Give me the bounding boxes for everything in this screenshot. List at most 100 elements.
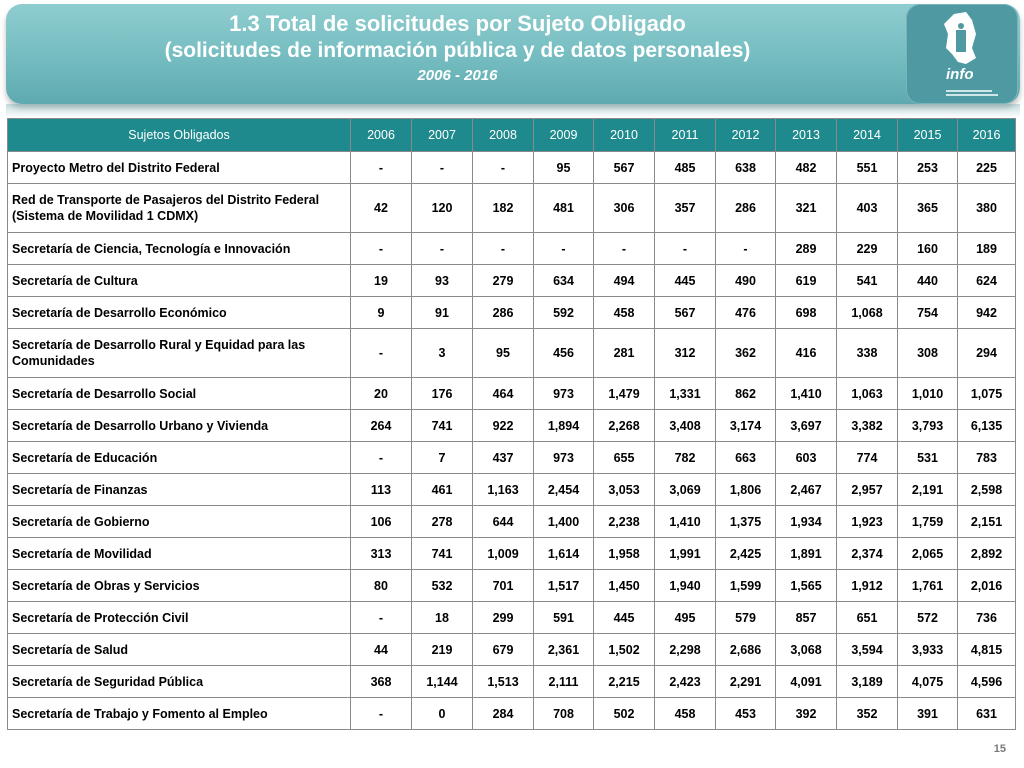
table-row: Secretaría de Cultura 19 93 279 634 494 445 490… (7, 264, 1016, 297)
table-cell: - (411, 232, 473, 265)
table-cell: 2,065 (897, 537, 958, 570)
table-cell: 357 (654, 183, 716, 233)
table-cell: 445 (654, 264, 716, 297)
table-cell: 782 (654, 441, 716, 474)
table-row: Secretaría de Movilidad 313 741 1,009 1,614 1… (7, 537, 1016, 570)
table-cell: - (593, 232, 655, 265)
table-cell: 663 (715, 441, 776, 474)
column-header: 2010 (593, 118, 655, 152)
table-cell: 922 (472, 409, 534, 442)
table-cell: 289 (775, 232, 837, 265)
table-cell: 1,958 (593, 537, 655, 570)
table-cell: 456 (533, 328, 594, 378)
column-header: 2013 (775, 118, 837, 152)
table-cell: 281 (593, 328, 655, 378)
table-cell: - (533, 232, 594, 265)
table-cell: 1,934 (775, 505, 837, 538)
table-cell: 1,331 (654, 377, 716, 410)
table-cell: - (350, 601, 412, 634)
table-cell: 531 (897, 441, 958, 474)
table-cell: 2,374 (836, 537, 898, 570)
table-row: Secretaría de Desarrollo Social 20 176 464 9… (7, 377, 1016, 410)
row-label: Secretaría de Desarrollo Social (7, 377, 351, 410)
table-row: Secretaría de Obras y Servicios 80 532 701 1… (7, 569, 1016, 602)
page-number: 15 (993, 743, 1006, 755)
infodf-logo-icon: info (906, 4, 1018, 104)
table-cell: 579 (715, 601, 776, 634)
table-cell: 299 (472, 601, 534, 634)
table-cell: 2,957 (836, 473, 898, 506)
table-cell: 0 (411, 697, 473, 730)
table-cell: 391 (897, 697, 958, 730)
table-cell: 362 (715, 328, 776, 378)
table-cell: 9 (350, 296, 412, 329)
row-label: Proyecto Metro del Distrito Federal (7, 151, 351, 184)
table-cell: 160 (897, 232, 958, 265)
table-cell: 403 (836, 183, 898, 233)
table-cell: 306 (593, 183, 655, 233)
table-cell: 392 (775, 697, 837, 730)
table-cell: 2,268 (593, 409, 655, 442)
table-cell: - (350, 441, 412, 474)
table-cell: 312 (654, 328, 716, 378)
table-cell: 176 (411, 377, 473, 410)
table-header-row: Sujetos Obligados 2006 2007 2008 2009 20… (7, 118, 1016, 152)
table-cell: 368 (350, 665, 412, 698)
table-cell: 1,891 (775, 537, 837, 570)
table-cell: 783 (957, 441, 1016, 474)
column-header: Sujetos Obligados (7, 118, 351, 152)
table-cell: 1,599 (715, 569, 776, 602)
table-cell: 679 (472, 633, 534, 666)
row-label: Secretaría de Cultura (7, 264, 351, 297)
row-label: Secretaría de Educación (7, 441, 351, 474)
table-cell: 701 (472, 569, 534, 602)
column-header: 2012 (715, 118, 776, 152)
table-cell: 437 (472, 441, 534, 474)
table-cell: 229 (836, 232, 898, 265)
table-cell: 619 (775, 264, 837, 297)
row-label: Secretaría de Finanzas (7, 473, 351, 506)
table-cell: 225 (957, 151, 1016, 184)
table-cell: 736 (957, 601, 1016, 634)
row-label: Secretaría de Desarrollo Urbano y Vivien… (7, 409, 351, 442)
table-cell: 1,010 (897, 377, 958, 410)
table-cell: 458 (593, 296, 655, 329)
table-cell: 631 (957, 697, 1016, 730)
table-cell: 592 (533, 296, 594, 329)
table-cell: - (715, 232, 776, 265)
column-header: 2008 (472, 118, 534, 152)
table-row: Red de Transporte de Pasajeros del Distr… (7, 183, 1016, 233)
table-cell: 3,174 (715, 409, 776, 442)
table-cell: 294 (957, 328, 1016, 378)
table-cell: - (350, 697, 412, 730)
table-cell: 253 (897, 151, 958, 184)
table-cell: 485 (654, 151, 716, 184)
table-row: Secretaría de Desarrollo Urbano y Vivien… (7, 409, 1016, 442)
column-header: 2006 (350, 118, 412, 152)
table-cell: 95 (533, 151, 594, 184)
table-cell: 1,450 (593, 569, 655, 602)
table-cell: 1,068 (836, 296, 898, 329)
table-cell: 490 (715, 264, 776, 297)
table-cell: 1,502 (593, 633, 655, 666)
table-cell: 120 (411, 183, 473, 233)
table-cell: 1,806 (715, 473, 776, 506)
table-cell: 1,375 (715, 505, 776, 538)
row-label: Secretaría de Gobierno (7, 505, 351, 538)
table-cell: - (350, 328, 412, 378)
table-cell: 973 (533, 441, 594, 474)
table-cell: 440 (897, 264, 958, 297)
table-cell: 416 (775, 328, 837, 378)
page-title: 1.3 Total de solicitudes por Sujeto Obli… (229, 11, 686, 36)
table-cell: 284 (472, 697, 534, 730)
table-cell: 1,009 (472, 537, 534, 570)
table-cell: 4,596 (957, 665, 1016, 698)
table-cell: 2,191 (897, 473, 958, 506)
table-cell: 91 (411, 296, 473, 329)
table-cell: 338 (836, 328, 898, 378)
row-label: Secretaría de Desarrollo Económico (7, 296, 351, 329)
table-cell: 3,069 (654, 473, 716, 506)
table-cell: 1,075 (957, 377, 1016, 410)
table-cell: 286 (472, 296, 534, 329)
table-cell: 3,053 (593, 473, 655, 506)
